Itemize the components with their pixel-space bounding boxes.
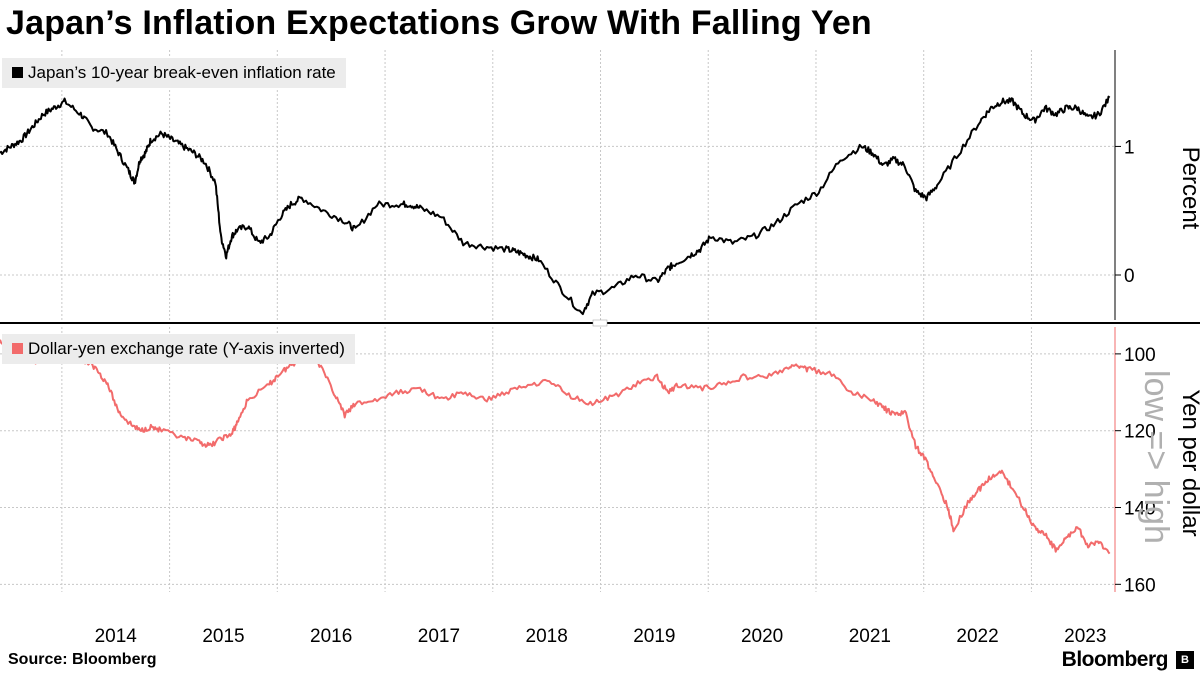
legend-top: Japan’s 10-year break-even inflation rat… (2, 58, 346, 88)
legend-top-label: Japan’s 10-year break-even inflation rat… (28, 63, 336, 82)
x-tick-label: 2021 (849, 626, 891, 647)
source-note: Source: Bloomberg (8, 651, 157, 668)
legend-bottom: Dollar-yen exchange rate (Y-axis inverte… (2, 334, 355, 364)
series-layer (0, 95, 1111, 555)
y-tick-label: 140 (1124, 499, 1156, 520)
x-tick-label: 2016 (310, 626, 352, 647)
axis-layer (0, 50, 1200, 592)
x-tick-label: 2022 (956, 626, 998, 647)
brand-logo-icon: B (1176, 651, 1194, 669)
x-tick-label: 2023 (1064, 626, 1106, 647)
x-tick-label: 2018 (526, 626, 568, 647)
y-tick-label: 0 (1124, 266, 1135, 287)
x-tick-label: 2020 (741, 626, 783, 647)
axis-direction-note: low => high (1137, 370, 1175, 544)
legend-bottom-label: Dollar-yen exchange rate (Y-axis inverte… (28, 339, 345, 358)
label-layer: 2014 2015 2016 2017 2018 2019 2020 2021 2022 2023… (95, 137, 1200, 647)
y-axis-title: Percent (1177, 147, 1200, 230)
chart-title: Japan’s Inflation Expectations Grow With… (6, 4, 872, 42)
series-line-breakeven (0, 95, 1111, 316)
x-tick-label: 2015 (202, 626, 244, 647)
y-tick-label: 100 (1124, 345, 1156, 366)
y-axis-title: Yen per dollar (1177, 389, 1200, 536)
panel-resize-handle (592, 319, 608, 327)
y-tick-label: 160 (1124, 575, 1156, 596)
y-tick-label: 120 (1124, 422, 1156, 443)
y-tick-label: 1 (1124, 137, 1135, 158)
x-tick-label: 2014 (95, 626, 138, 647)
legend-swatch-black (12, 67, 23, 78)
legend-swatch-red (12, 343, 23, 354)
x-tick-label: 2017 (418, 626, 460, 647)
x-tick-label: 2019 (633, 626, 675, 647)
brand-name: Bloomberg (1061, 648, 1169, 671)
series-line-usdjpy (0, 339, 1111, 555)
